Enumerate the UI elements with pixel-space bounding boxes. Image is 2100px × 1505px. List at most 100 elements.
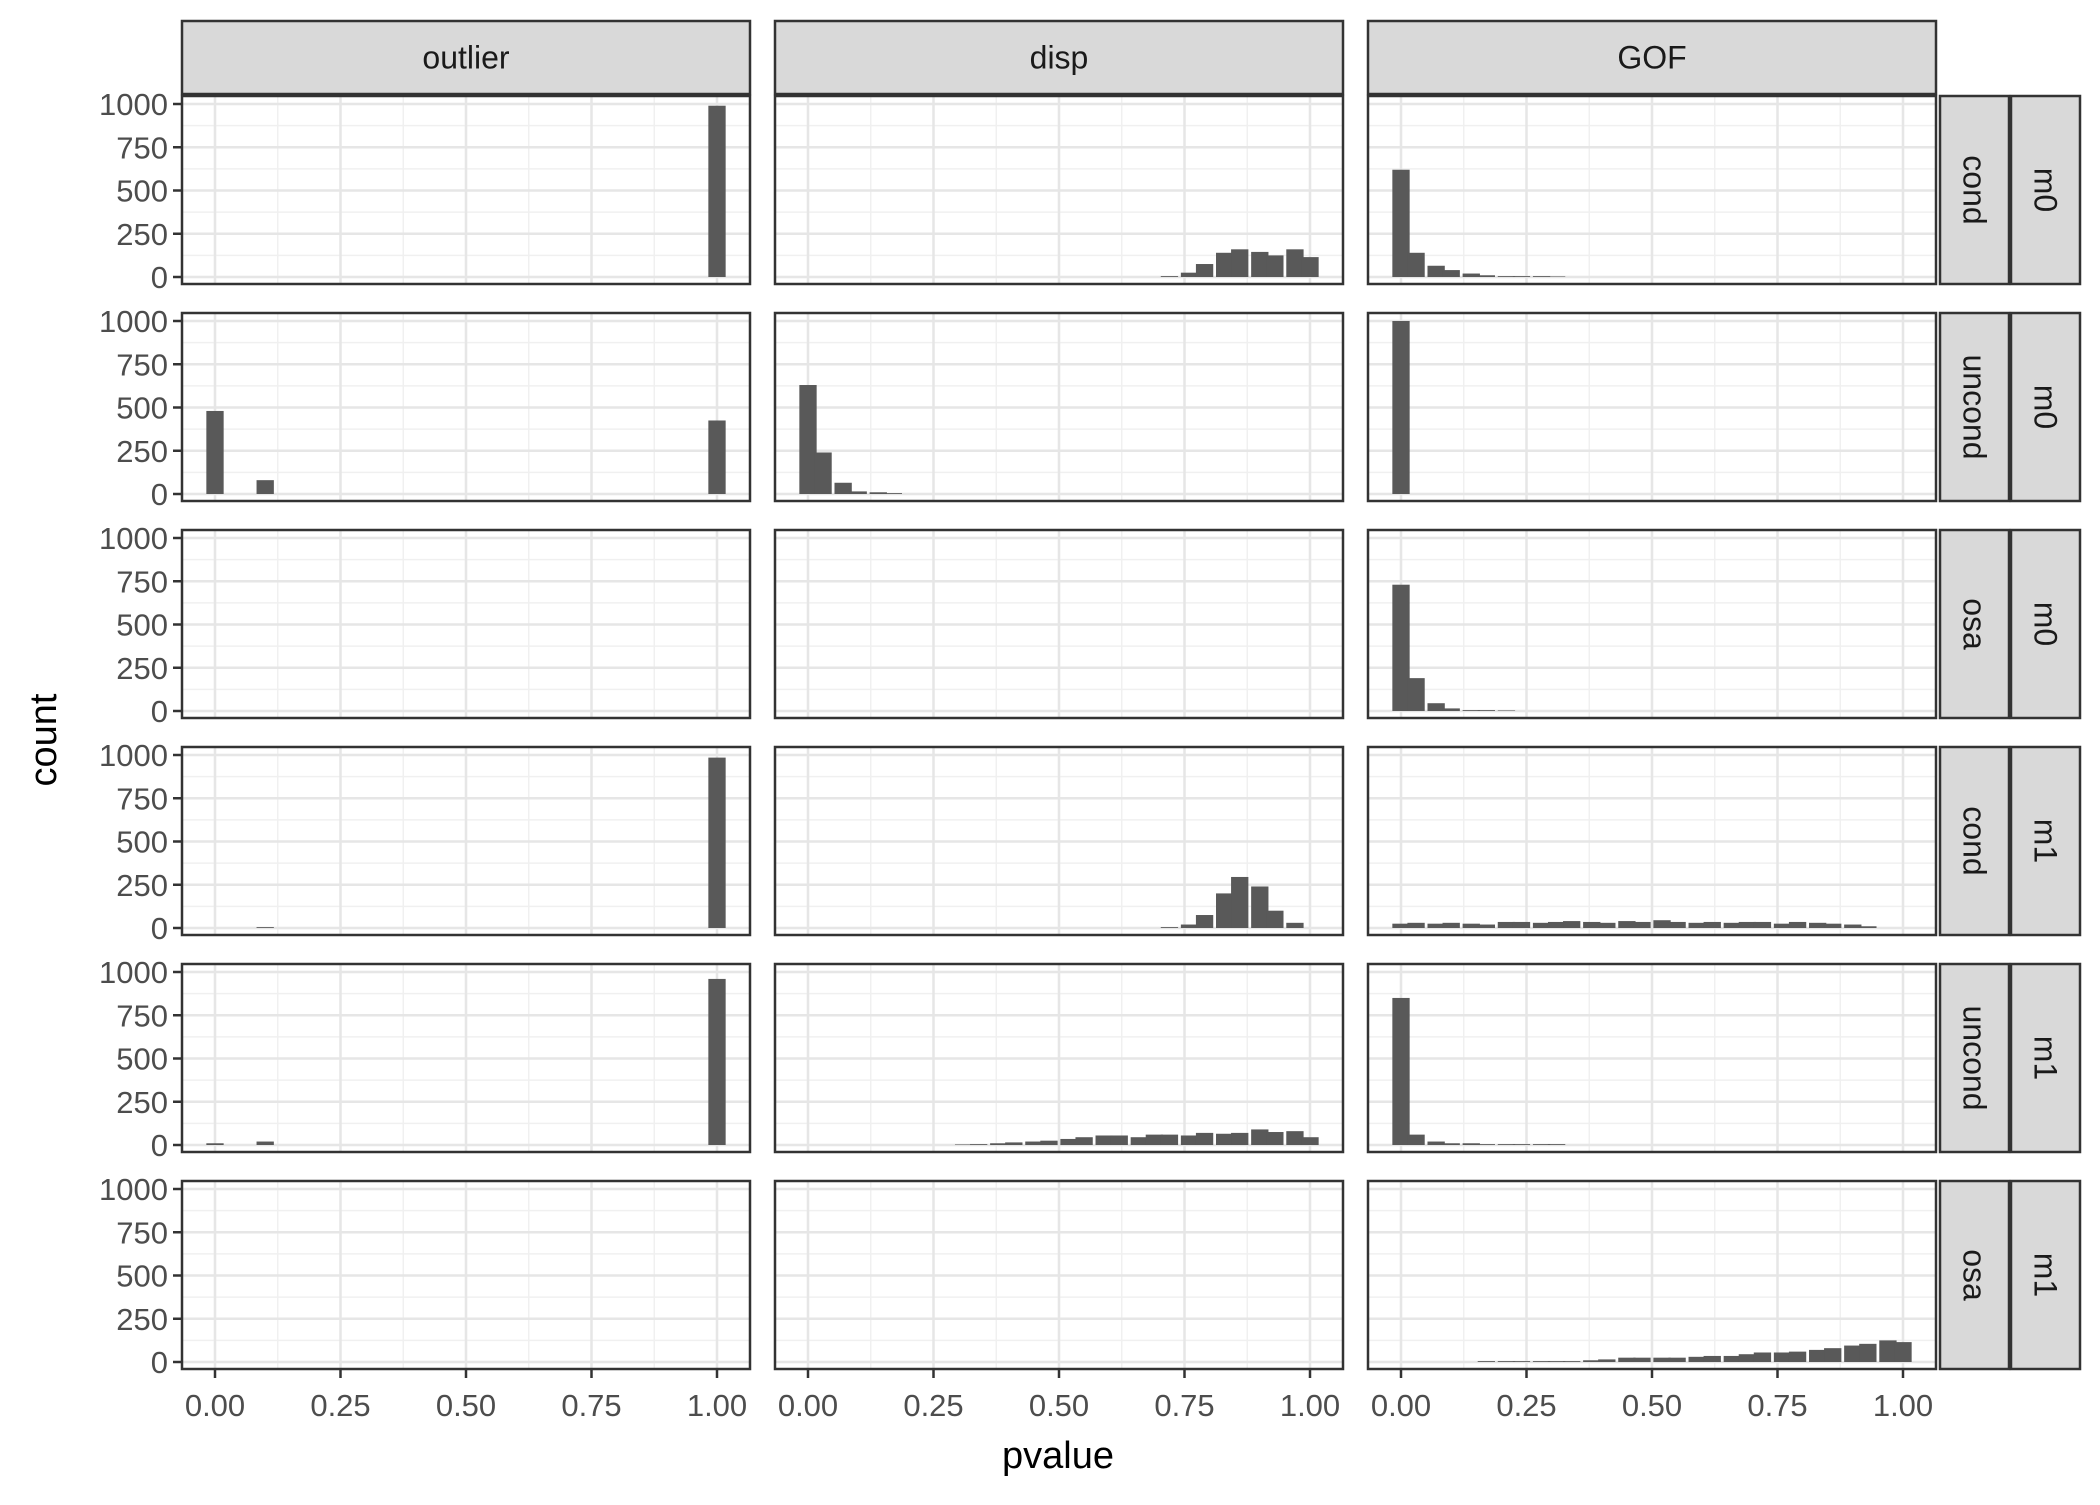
row-strip-type (1938, 962, 2011, 1154)
histogram-bar (1392, 997, 1410, 1145)
x-tick-label: 1.00 (1280, 1388, 1340, 1423)
histogram-bar (1392, 584, 1410, 711)
histogram-bar (1462, 923, 1480, 928)
histogram-bar (206, 410, 224, 494)
histogram-bar (849, 491, 867, 494)
histogram-bar (1723, 922, 1741, 928)
histogram-bar (1195, 1132, 1214, 1145)
y-tick-label: 250 (116, 651, 168, 686)
histogram-bar (1497, 710, 1516, 711)
histogram-bar (1160, 1134, 1179, 1145)
y-tick-label: 250 (116, 1085, 168, 1120)
histogram-bar (1251, 886, 1269, 928)
histogram-bar (1788, 1351, 1807, 1362)
histogram-bar (1477, 924, 1495, 928)
column-strip (773, 19, 1345, 96)
histogram-bar (1160, 276, 1179, 277)
row-strip-type (1938, 745, 2011, 937)
histogram-bar (1266, 1132, 1284, 1145)
histogram-bar (1497, 1144, 1516, 1145)
histogram-bar (1497, 276, 1516, 277)
x-tick-label: 1.00 (687, 1388, 747, 1423)
histogram-bar (1824, 1348, 1842, 1362)
histogram-bar (1668, 1357, 1686, 1362)
y-tick-label: 1000 (99, 304, 168, 339)
histogram-bar (1583, 1360, 1601, 1362)
histogram-bar (1547, 1144, 1566, 1145)
histogram-bar (1407, 1134, 1425, 1145)
panel-border (773, 528, 1345, 720)
column-strip (1366, 19, 1938, 96)
histogram-bar (1879, 1340, 1897, 1362)
panel-border (773, 962, 1345, 1154)
histogram-bar (1130, 1137, 1148, 1145)
x-tick-label: 0.50 (436, 1388, 496, 1423)
histogram-bar (1231, 249, 1249, 277)
histogram-bar (1180, 924, 1199, 928)
histogram-bar (1532, 922, 1551, 928)
y-tick-label: 500 (116, 608, 168, 643)
y-tick-label: 250 (116, 868, 168, 903)
histogram-bar (1216, 252, 1234, 277)
y-tick-label: 500 (116, 174, 168, 209)
histogram-bar (1563, 1361, 1581, 1362)
panel-border (773, 745, 1345, 937)
histogram-bar (1266, 255, 1284, 277)
y-tick-label: 0 (151, 694, 168, 729)
histogram-bar (1180, 272, 1199, 277)
histogram-bar (1653, 1357, 1671, 1362)
histogram-bar (814, 452, 832, 494)
y-tick-label: 1000 (99, 87, 168, 122)
histogram-bar (1286, 922, 1304, 928)
row-strip-type (1938, 1179, 2011, 1371)
y-tick-label: 750 (116, 998, 168, 1033)
histogram-bar (1738, 1354, 1757, 1362)
histogram-bar (1859, 926, 1877, 928)
y-tick-label: 500 (116, 1042, 168, 1077)
histogram-bar (1477, 1144, 1495, 1145)
histogram-bar (1512, 1361, 1531, 1362)
x-tick-label: 0.75 (1747, 1388, 1807, 1423)
y-tick-label: 0 (151, 911, 168, 946)
row-strip-model-label: m0 (2028, 385, 2064, 429)
histogram-bar (799, 385, 817, 494)
histogram-bar (869, 492, 887, 494)
histogram-bar (1427, 265, 1445, 277)
panel-border (1366, 745, 1938, 937)
histogram-bar (256, 480, 274, 494)
histogram-bar (990, 1143, 1008, 1145)
row-strip-type-label: cond (1957, 806, 1993, 875)
y-tick-label: 750 (116, 130, 168, 165)
column-strip-label: disp (1030, 40, 1089, 76)
histogram-bar (1251, 1129, 1269, 1145)
histogram-bar (970, 1144, 988, 1145)
histogram-bar (1407, 252, 1425, 277)
x-tick-label: 0.50 (1029, 1388, 1089, 1423)
y-axis-title: count (23, 693, 65, 786)
row-strip-type (1938, 311, 2011, 503)
y-tick-label: 750 (116, 781, 168, 816)
column-strip-label: outlier (422, 40, 510, 76)
histogram-bar (1753, 1352, 1772, 1362)
histogram-bar (1427, 923, 1445, 928)
y-tick-label: 1000 (99, 955, 168, 990)
x-tick-label: 1.00 (1873, 1388, 1933, 1423)
histogram-bar (1547, 921, 1566, 928)
histogram-bar (1195, 264, 1214, 277)
row-strip-type-label: uncond (1957, 355, 1993, 460)
histogram-bar (1075, 1137, 1093, 1145)
histogram-bar (1773, 1352, 1792, 1362)
x-tick-label: 0.25 (903, 1388, 963, 1423)
y-tick-label: 0 (151, 1128, 168, 1163)
histogram-bar (708, 105, 726, 277)
row-strip-model-label: m0 (2028, 168, 2064, 212)
y-tick-label: 750 (116, 347, 168, 382)
histogram-bar (1844, 924, 1862, 928)
row-strip-model-label: m0 (2028, 602, 2064, 646)
histogram-bar (1824, 923, 1842, 928)
y-tick-label: 1000 (99, 738, 168, 773)
histogram-bar (1532, 1144, 1551, 1145)
histogram-bar (1668, 921, 1686, 928)
histogram-bar (1618, 921, 1636, 928)
histogram-bar (708, 420, 726, 494)
